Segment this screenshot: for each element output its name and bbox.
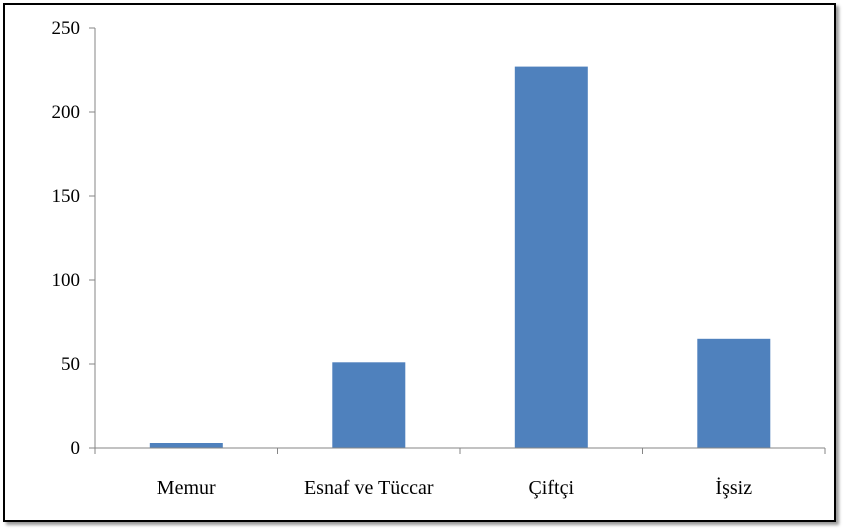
x-axis-labels: Memur Esnaf ve Tüccar Çiftçi İşsiz [157, 476, 752, 499]
bar-2 [514, 66, 588, 448]
x-category-label: İşsiz [715, 476, 752, 499]
y-tick-label: 0 [71, 438, 81, 459]
bar-1 [332, 362, 406, 448]
bar-0 [149, 443, 223, 448]
chart-frame [3, 3, 836, 522]
bar-3 [697, 338, 771, 448]
axes-group [94, 28, 826, 454]
y-tick-label: 100 [52, 270, 81, 291]
y-tick-label: 250 [52, 18, 81, 39]
y-tick-label: 150 [52, 186, 81, 207]
x-category-label: Esnaf ve Tüccar [304, 477, 434, 499]
y-tick-label: 200 [52, 102, 81, 123]
bars-group [149, 66, 771, 448]
y-axis-ticks: 0 50 100 150 200 250 [52, 18, 95, 459]
x-category-label: Çiftçi [528, 477, 574, 499]
x-category-label: Memur [157, 477, 216, 499]
y-tick-label: 50 [61, 354, 80, 375]
